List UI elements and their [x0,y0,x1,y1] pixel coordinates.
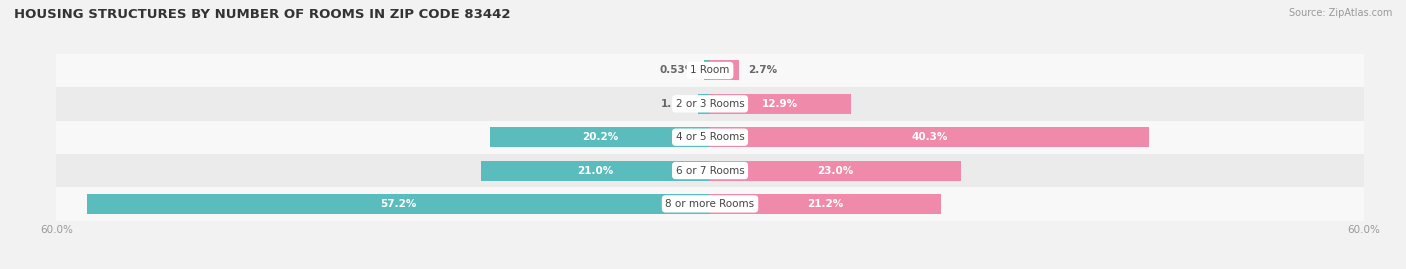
Text: 1.1%: 1.1% [661,99,689,109]
Text: 12.9%: 12.9% [762,99,799,109]
Bar [710,161,960,180]
Bar [56,87,1364,121]
Text: HOUSING STRUCTURES BY NUMBER OF ROOMS IN ZIP CODE 83442: HOUSING STRUCTURES BY NUMBER OF ROOMS IN… [14,8,510,21]
Text: Source: ZipAtlas.com: Source: ZipAtlas.com [1288,8,1392,18]
Text: 2 or 3 Rooms: 2 or 3 Rooms [676,99,744,109]
Text: 40.3%: 40.3% [911,132,948,142]
Bar [87,194,710,214]
Text: 21.0%: 21.0% [578,165,614,176]
Bar [710,194,941,214]
Text: 57.2%: 57.2% [380,199,416,209]
Text: 8 or more Rooms: 8 or more Rooms [665,199,755,209]
Bar [56,121,1364,154]
Text: 4 or 5 Rooms: 4 or 5 Rooms [676,132,744,142]
Bar [710,94,851,114]
Text: 20.2%: 20.2% [582,132,619,142]
Text: 6 or 7 Rooms: 6 or 7 Rooms [676,165,744,176]
Bar [704,61,710,80]
Text: 1 Room: 1 Room [690,65,730,76]
Bar [56,187,1364,221]
Bar [56,154,1364,187]
Bar [489,127,710,147]
Bar [710,61,740,80]
Text: 2.7%: 2.7% [748,65,778,76]
Text: 21.2%: 21.2% [807,199,844,209]
Text: 23.0%: 23.0% [817,165,853,176]
Bar [481,161,710,180]
Bar [56,54,1364,87]
Text: 0.53%: 0.53% [659,65,696,76]
Bar [710,127,1149,147]
Bar [697,94,710,114]
